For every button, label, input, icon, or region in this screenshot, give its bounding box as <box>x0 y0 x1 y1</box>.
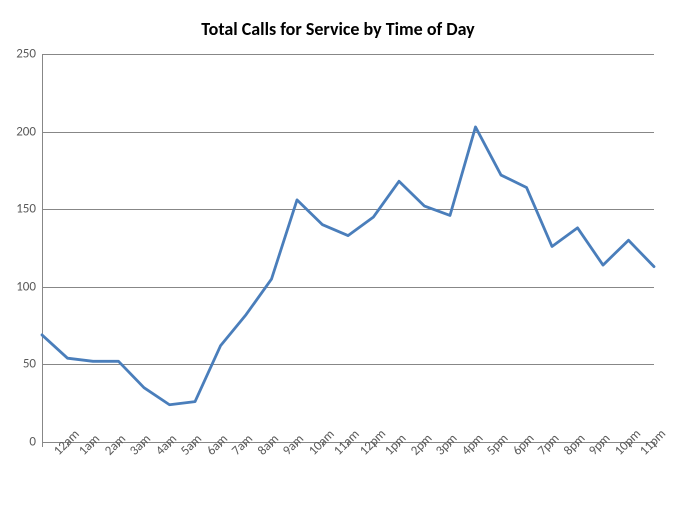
y-tick-label: 50 <box>23 357 42 372</box>
y-tick-label: 250 <box>16 47 42 62</box>
chart: Total Calls for Service by Time of Day 0… <box>0 0 676 505</box>
y-tick-label: 200 <box>16 124 42 139</box>
series-line <box>42 54 654 442</box>
plot-area: 05010015020025012am1am2am3am4am5am6am7am… <box>42 54 654 442</box>
y-tick-label: 150 <box>16 202 42 217</box>
y-tick-label: 100 <box>16 279 42 294</box>
y-tick-label: 0 <box>29 435 42 450</box>
x-tick-mark <box>42 442 43 447</box>
chart-title: Total Calls for Service by Time of Day <box>0 18 676 40</box>
